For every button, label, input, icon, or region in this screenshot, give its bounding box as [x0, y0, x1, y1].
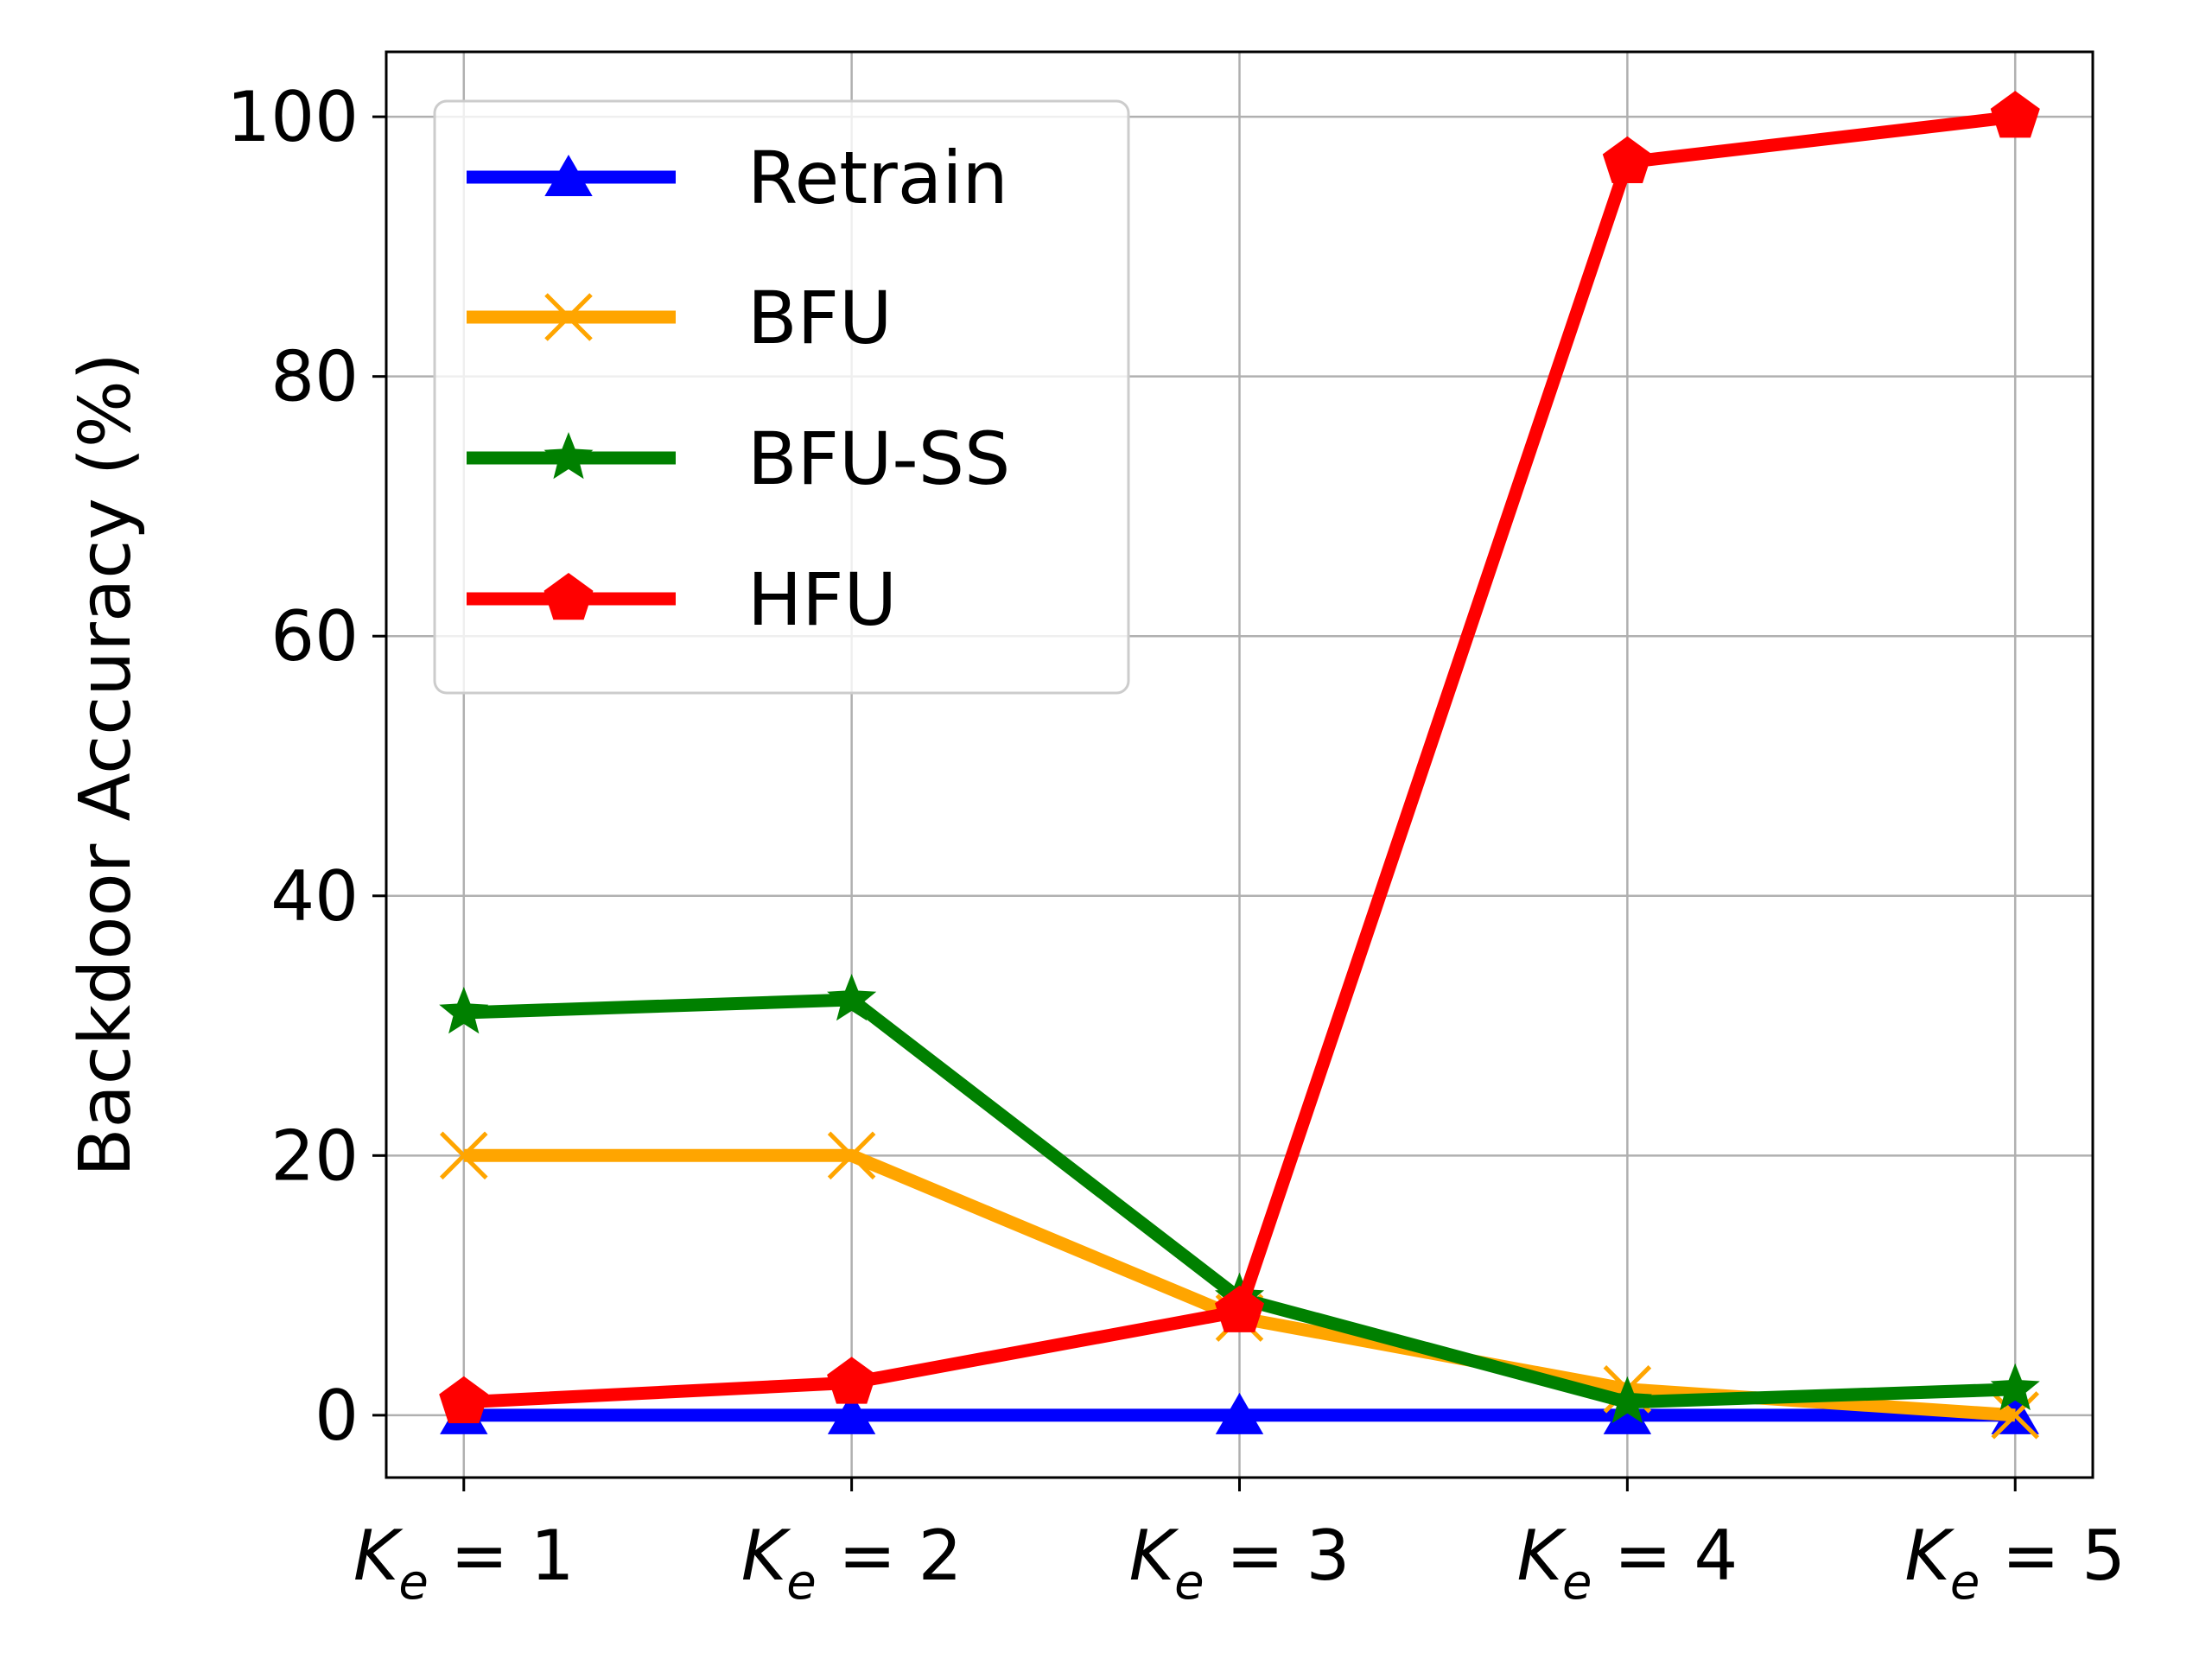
legend-label: BFU: [747, 276, 892, 360]
legend-marker: [544, 155, 593, 196]
y-axis-label: Backdoor Accuracy (%): [65, 353, 147, 1177]
series-layer: [439, 91, 2040, 1440]
data-point: [1602, 136, 1652, 183]
legend-entry: BFU-SS: [467, 416, 1010, 501]
data-point: [1990, 1363, 2040, 1411]
legend-entry: BFU: [467, 276, 892, 360]
legend-marker: [544, 293, 593, 341]
ticks: 0 20 40 60 80 100 Ke = 1 Ke = 2 Ke = 3 Ke = 4 Ke =…: [226, 77, 2126, 1611]
x-tick-label: Ke = 5: [1904, 1516, 2126, 1611]
x-tick-label: Ke = 1: [353, 1516, 575, 1611]
series-hfu: [439, 91, 2040, 1424]
data-point: [827, 1357, 877, 1404]
legend: Retrain BFU BFU-SS HFU: [433, 99, 1130, 695]
legend-label: Retrain: [747, 136, 1008, 220]
data-point: [440, 1131, 488, 1180]
legend-entry: HFU: [467, 557, 897, 642]
legend-marker: [543, 573, 594, 620]
data-point: [1215, 1285, 1264, 1332]
y-tick-label: 0: [315, 1376, 359, 1456]
legend-label: BFU-SS: [747, 416, 1010, 501]
x-tick-label: Ke = 3: [1129, 1516, 1351, 1611]
y-tick-label: 60: [270, 596, 359, 677]
data-point: [1990, 91, 2040, 138]
y-tick-label: 40: [270, 856, 359, 937]
y-tick-label: 100: [226, 77, 359, 157]
legend-label: HFU: [747, 557, 897, 642]
legend-marker: [543, 432, 594, 480]
data-point: [439, 987, 489, 1034]
data-point: [1991, 1391, 2039, 1440]
data-point: [1603, 1392, 1652, 1434]
y-tick-label: 20: [270, 1116, 359, 1196]
data-point: [827, 974, 877, 1021]
data-point: [1215, 1392, 1264, 1434]
y-tick-label: 80: [270, 337, 359, 417]
data-point: [1602, 1376, 1652, 1424]
legend-box: [433, 99, 1130, 695]
data-point: [439, 1376, 489, 1424]
data-point: [827, 1131, 876, 1180]
legend-entry: Retrain: [467, 136, 1008, 220]
data-point: [827, 1392, 876, 1434]
x-tick-label: Ke = 4: [1517, 1516, 1738, 1611]
x-tick-label: Ke = 2: [741, 1516, 963, 1611]
series-retrain: [440, 1392, 2039, 1434]
